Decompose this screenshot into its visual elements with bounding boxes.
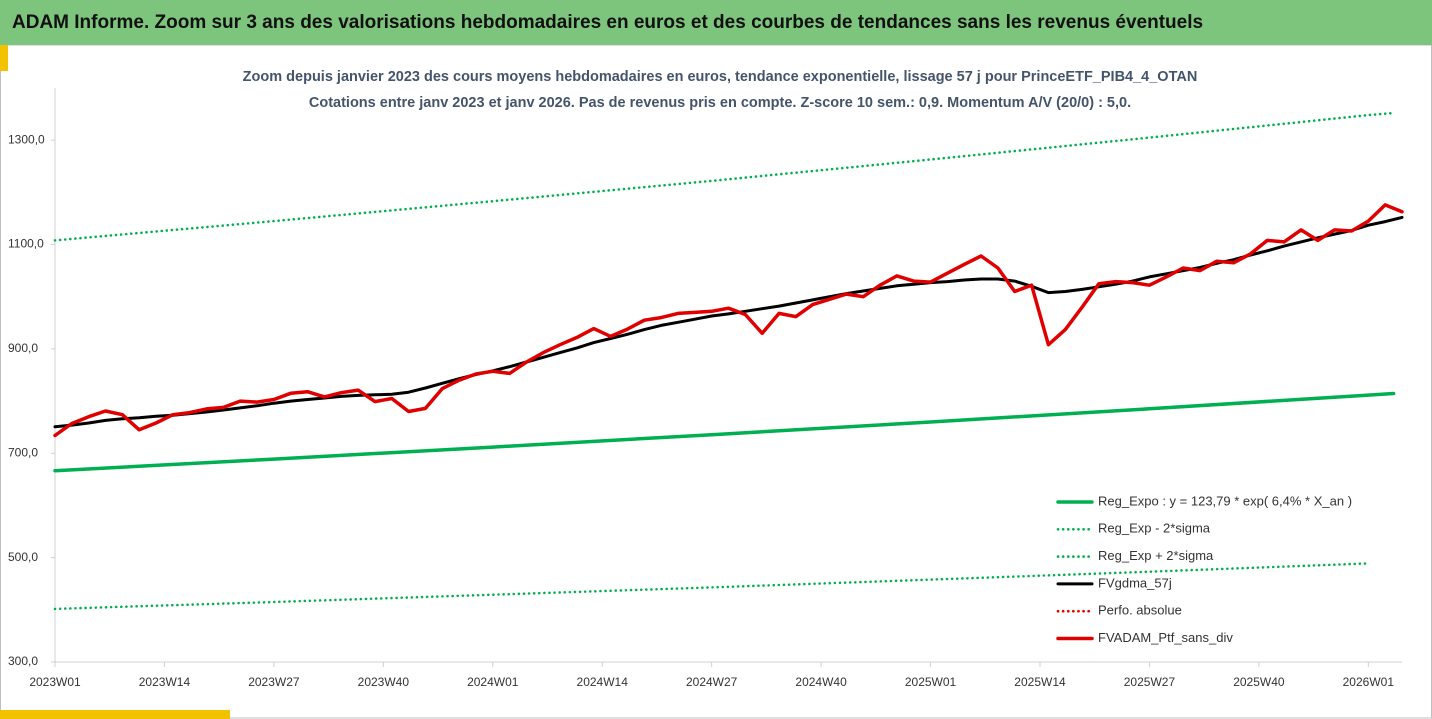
subtitle: Zoom depuis janvier 2023 des cours moyen… — [243, 69, 1198, 85]
x-tick-label: 2024W27 — [686, 675, 738, 689]
x-tick-label: 2024W40 — [795, 675, 847, 689]
header — [0, 0, 1432, 45]
y-tick-label: 900,0 — [8, 341, 38, 355]
data-line — [53, 111, 1395, 242]
x-tick-label: 2025W40 — [1233, 675, 1285, 689]
legend-label: Reg_Exp + 2*sigma — [1098, 548, 1214, 563]
plot-area: 300,0 500,0 700,0 900,0 1100,0 1300,0 2023W01 2… — [8, 88, 1404, 689]
x-tick-label: 2025W01 — [905, 675, 957, 689]
y-tick-label: 700,0 — [8, 445, 38, 459]
y-tick-label: 1100,0 — [8, 237, 44, 251]
y-tick-label: 500,0 — [8, 550, 38, 564]
x-tick-label: 2024W01 — [467, 675, 519, 689]
subtitle: Cotations entre janv 2023 et janv 2026. … — [309, 95, 1131, 111]
legend-label: FVgdma_57j — [1098, 575, 1172, 590]
y-tick-label: 300,0 — [8, 654, 38, 668]
x-tick-label: 2026W01 — [1343, 675, 1395, 689]
x-tick-label: 2025W27 — [1124, 675, 1176, 689]
x-tick-label: 2023W01 — [29, 675, 81, 689]
data-line — [53, 562, 1370, 611]
legend-label: FVADAM_Ptf_sans_div — [1098, 630, 1233, 645]
data-line — [53, 203, 1404, 438]
accent — [0, 45, 8, 71]
data-line — [53, 391, 1396, 473]
legend-label: Perfo. absolue — [1098, 603, 1182, 618]
y-tick-label: 1300,0 — [8, 132, 45, 146]
x-tick-label: 2024W14 — [577, 675, 629, 689]
legend-label: Reg_Expo : y = 123,79 * exp( 6,4% * X_an… — [1098, 493, 1352, 508]
x-tick-label: 2023W40 — [358, 675, 410, 689]
legend-label: Reg_Exp - 2*sigma — [1098, 521, 1211, 536]
x-tick-label: 2023W14 — [139, 675, 191, 689]
accent — [0, 710, 230, 719]
chart-title: ADAM Informe. Zoom sur 3 ans des valoris… — [12, 12, 1203, 33]
x-tick-label: 2025W14 — [1014, 675, 1066, 689]
x-tick-label: 2023W27 — [248, 675, 300, 689]
